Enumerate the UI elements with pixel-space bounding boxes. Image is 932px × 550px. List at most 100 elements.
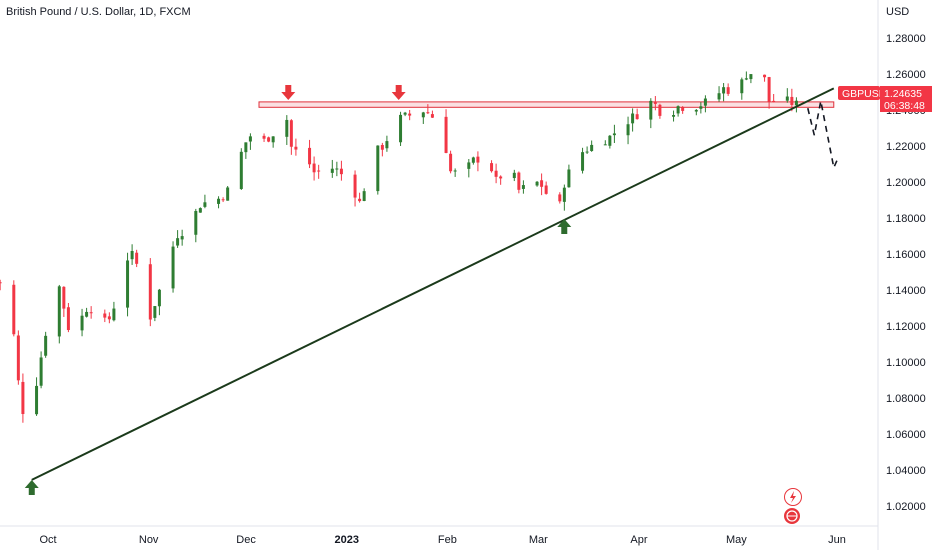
candle-2023-04-05[interactable]: [653, 102, 657, 104]
candle-2023-04-12[interactable]: [676, 106, 680, 114]
candle-2022-10-26[interactable]: [130, 250, 134, 260]
candle-2022-12-01[interactable]: [248, 136, 252, 142]
candle-2022-09-29[interactable]: [44, 335, 48, 356]
candle-2023-01-10[interactable]: [376, 145, 380, 192]
candle-2022-10-04[interactable]: [57, 286, 61, 337]
candle-2023-02-15[interactable]: [494, 170, 498, 177]
candle-2022-10-13[interactable]: [89, 312, 93, 314]
candle-2023-03-23[interactable]: [612, 133, 616, 136]
candle-2023-02-16[interactable]: [499, 176, 503, 179]
candle-2023-03-08[interactable]: [562, 187, 566, 202]
candle-2023-04-21[interactable]: [703, 98, 707, 106]
candle-2022-11-24[interactable]: [226, 187, 230, 201]
projection-path[interactable]: [807, 100, 838, 171]
candle-2023-04-06[interactable]: [658, 104, 662, 116]
candle-2022-12-29[interactable]: [339, 168, 343, 175]
candle-2022-10-12[interactable]: [85, 311, 89, 317]
candle-2022-12-13[interactable]: [285, 119, 289, 137]
candle-2023-03-15[interactable]: [585, 151, 589, 153]
candle-2022-12-21[interactable]: [312, 163, 316, 173]
candle-2023-04-13[interactable]: [681, 107, 685, 111]
candle-2022-11-09[interactable]: [176, 238, 180, 246]
exchange-logo-icon[interactable]: [784, 508, 800, 524]
candle-2022-11-23[interactable]: [221, 199, 225, 201]
candle-2023-05-03[interactable]: [744, 78, 748, 80]
candle-2023-01-18[interactable]: [403, 112, 407, 115]
candle-2022-09-27[interactable]: [35, 385, 39, 415]
candle-2022-12-28[interactable]: [335, 168, 339, 170]
candle-2023-01-12[interactable]: [385, 141, 389, 149]
candle-2022-11-30[interactable]: [244, 142, 248, 153]
candle-2023-02-22[interactable]: [517, 172, 521, 190]
candle-2022-10-19[interactable]: [107, 316, 111, 320]
candle-2023-01-04[interactable]: [358, 198, 362, 202]
candle-2022-09-28[interactable]: [39, 357, 43, 386]
candle-2023-03-29[interactable]: [631, 113, 635, 124]
candle-2022-09-20[interactable]: [12, 284, 16, 335]
candle-2023-01-03[interactable]: [353, 174, 357, 198]
candle-2022-09-21[interactable]: [16, 335, 20, 381]
candle-2023-02-28[interactable]: [535, 181, 539, 186]
candle-2022-11-08[interactable]: [171, 246, 175, 289]
candle-2022-10-06[interactable]: [66, 307, 70, 331]
candle-2023-04-28[interactable]: [726, 87, 730, 94]
candle-2023-03-30[interactable]: [635, 114, 639, 120]
candle-2023-02-21[interactable]: [512, 172, 516, 179]
candle-2022-10-25[interactable]: [126, 260, 130, 308]
candle-2022-10-05[interactable]: [62, 286, 66, 309]
candle-2023-02-23[interactable]: [521, 185, 525, 189]
candle-2023-05-05[interactable]: [749, 74, 753, 80]
candle-2023-02-01[interactable]: [449, 153, 453, 172]
candle-2023-03-01[interactable]: [540, 180, 544, 187]
candle-2022-09-15[interactable]: [0, 282, 2, 284]
candle-2023-01-11[interactable]: [380, 144, 384, 150]
candle-2022-10-11[interactable]: [80, 315, 84, 331]
candle-2022-11-02[interactable]: [153, 306, 157, 318]
candle-2022-12-06[interactable]: [262, 135, 266, 139]
candle-2022-11-01[interactable]: [148, 264, 152, 320]
candle-2022-12-20[interactable]: [308, 147, 312, 165]
candle-2022-10-18[interactable]: [103, 313, 107, 318]
candle-2022-12-07[interactable]: [267, 137, 271, 142]
candle-2023-01-26[interactable]: [430, 114, 434, 118]
candle-2023-04-25[interactable]: [717, 93, 721, 100]
candle-2023-03-21[interactable]: [603, 144, 607, 146]
candle-2023-05-10[interactable]: [767, 77, 771, 102]
candle-2023-05-16[interactable]: [785, 96, 789, 101]
lightning-icon[interactable]: [784, 488, 802, 506]
candle-2022-12-14[interactable]: [289, 120, 293, 147]
candle-2022-10-20[interactable]: [112, 308, 116, 321]
candle-2023-03-07[interactable]: [558, 194, 562, 202]
candle-2023-04-26[interactable]: [722, 87, 726, 94]
candle-2023-01-25[interactable]: [426, 112, 430, 114]
candle-2022-11-15[interactable]: [194, 210, 198, 235]
candle-2023-05-02[interactable]: [740, 79, 744, 94]
candle-2022-11-10[interactable]: [180, 236, 184, 240]
candle-2023-02-14[interactable]: [490, 163, 494, 172]
candle-2022-10-27[interactable]: [135, 252, 139, 264]
candle-2022-11-16[interactable]: [198, 208, 202, 213]
candle-2023-01-24[interactable]: [421, 112, 425, 118]
candle-2023-05-17[interactable]: [790, 96, 794, 105]
candle-2022-11-22[interactable]: [217, 198, 221, 204]
candle-2023-01-31[interactable]: [444, 116, 448, 153]
candle-2023-02-08[interactable]: [471, 157, 475, 163]
candle-2023-04-11[interactable]: [672, 115, 676, 117]
candle-2023-05-12[interactable]: [772, 100, 776, 102]
candle-2022-12-27[interactable]: [330, 168, 334, 173]
candle-2023-03-09[interactable]: [567, 169, 571, 188]
candle-2022-09-22[interactable]: [21, 381, 25, 415]
candle-2023-04-04[interactable]: [649, 100, 653, 120]
candle-2023-01-05[interactable]: [362, 191, 366, 201]
candle-2023-03-14[interactable]: [581, 152, 585, 171]
candle-2023-04-19[interactable]: [699, 106, 703, 109]
candle-2023-05-09[interactable]: [763, 74, 767, 78]
candle-2023-01-19[interactable]: [408, 113, 412, 116]
candle-2023-01-17[interactable]: [399, 114, 403, 143]
candle-2023-02-09[interactable]: [476, 156, 480, 163]
candle-2022-11-03[interactable]: [157, 289, 161, 307]
trendline[interactable]: [31, 87, 835, 481]
candle-2023-02-02[interactable]: [453, 170, 457, 172]
candle-2022-11-29[interactable]: [239, 151, 243, 189]
